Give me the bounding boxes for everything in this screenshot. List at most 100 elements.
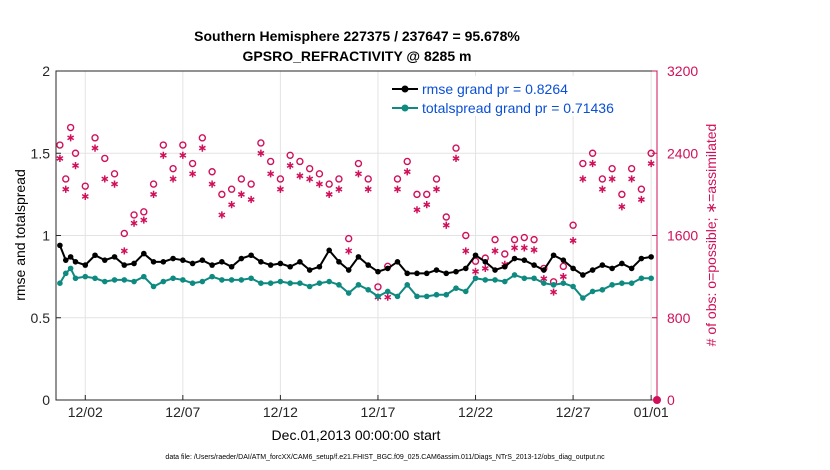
possible-obs-marker: [305, 164, 314, 173]
assimilated-obs-marker: [101, 175, 109, 183]
possible-obs-marker: [393, 175, 402, 183]
assimilated-obs-marker: [228, 201, 236, 209]
y-axis-right-label: # of obs: o=possible; ∗=assimilated: [703, 124, 719, 347]
rmse-point: [453, 268, 459, 275]
rmse-point: [62, 257, 69, 263]
possible-obs-marker: [325, 180, 333, 188]
totalspread-point: [433, 291, 440, 298]
totalspread-point: [228, 277, 235, 283]
rmse-point: [248, 252, 254, 259]
assimilated-obs-marker: [150, 190, 158, 198]
assimilated-obs-marker: [442, 221, 450, 229]
totalspread-point: [287, 280, 293, 287]
totalspread-point: [189, 280, 196, 287]
data-marks: [56, 123, 661, 404]
assimilated-obs-marker: [452, 154, 460, 162]
rmse-point: [209, 262, 215, 268]
assimilated-obs-marker: [608, 175, 616, 183]
assimilated-obs-marker: [589, 159, 597, 168]
totalspread-point: [209, 273, 215, 280]
rmse-point: [316, 263, 323, 270]
possible-obs-marker: [335, 175, 343, 183]
y-tick-label: 0: [42, 392, 50, 408]
y-axis-label: rmse and totalspread: [12, 169, 28, 301]
totalspread-point: [589, 288, 596, 295]
legend-rmse-label: rmse grand pr = 0.8264: [422, 81, 568, 97]
assimilated-obs-marker: [433, 185, 440, 193]
possible-obs-marker: [188, 159, 197, 168]
totalspread-point: [443, 291, 450, 298]
possible-obs-marker: [452, 144, 460, 152]
possible-obs-marker: [374, 283, 382, 291]
totalspread-point: [92, 275, 98, 282]
possible-obs-marker: [81, 182, 89, 190]
rmse-point: [57, 242, 63, 249]
y-axis-right-ticks: 0 800 1600 2400 3200: [652, 63, 698, 408]
totalspread-point: [521, 275, 528, 282]
rmse-point: [599, 262, 606, 268]
possible-obs-marker: [257, 139, 265, 147]
totalspread-point: [160, 278, 167, 285]
totalspread-point: [365, 286, 372, 293]
assimilated-obs-marker: [393, 185, 401, 193]
x-axis-label: Dec.01,2013 00:00:00 start: [272, 427, 441, 443]
possible-obs-marker: [579, 159, 587, 168]
x-tick-label: 01/01: [634, 404, 669, 420]
assimilated-obs-marker: [208, 180, 216, 188]
rmse-point: [541, 267, 547, 273]
totalspread-point: [336, 282, 342, 288]
possible-obs-marker: [149, 180, 158, 188]
assimilated-obs-marker: [198, 144, 206, 152]
assimilated-obs-marker: [306, 175, 314, 183]
rmse-point: [443, 270, 450, 277]
rmse-point: [628, 265, 635, 272]
assimilated-obs-marker: [286, 161, 294, 170]
rmse-point: [345, 267, 352, 273]
possible-obs-marker: [237, 175, 246, 183]
totalspread-point: [141, 273, 147, 280]
totalspread-point: [541, 280, 547, 287]
assimilated-obs-marker: [325, 190, 333, 198]
totalspread-point: [219, 277, 225, 283]
assimilated-obs-marker: [462, 247, 470, 255]
possible-obs-marker: [364, 175, 372, 183]
assimilated-obs-marker: [315, 180, 323, 188]
rmse-point: [550, 252, 557, 259]
totalspread-point: [609, 282, 615, 288]
assimilated-obs-marker: [491, 247, 499, 255]
possible-obs-marker: [491, 235, 499, 244]
rmse-point: [472, 252, 479, 259]
totalspread-point: [453, 285, 459, 291]
totalspread-point: [414, 293, 420, 300]
chart-title-line2: GPSRO_REFRACTIVITY @ 8285 m: [243, 48, 472, 64]
y-tick-label: 1.5: [31, 145, 51, 161]
rmse-point: [501, 263, 508, 270]
totalspread-point: [238, 277, 245, 283]
assimilated-obs-marker: [647, 159, 655, 168]
possible-obs-marker: [91, 134, 99, 142]
y-tick-label: 2: [42, 63, 50, 79]
assimilated-obs-marker: [403, 168, 411, 176]
totalspread-point: [180, 277, 186, 283]
assimilated-obs-marker: [413, 206, 421, 214]
assimilated-obs-marker: [335, 185, 343, 193]
rmse-point: [355, 254, 362, 260]
possible-obs-marker: [344, 234, 353, 243]
assimilated-obs-marker: [159, 151, 167, 159]
possible-obs-marker: [462, 231, 470, 240]
possible-obs-marker: [276, 175, 285, 183]
totalspread-point: [570, 283, 576, 290]
rmse-point: [101, 257, 108, 263]
rmse-point: [111, 254, 118, 260]
totalspread-point: [375, 293, 381, 300]
rmse-point: [72, 259, 79, 265]
possible-obs-marker: [413, 190, 421, 199]
rmse-point: [238, 255, 245, 262]
totalspread-point: [297, 280, 303, 287]
possible-obs-marker: [120, 229, 128, 238]
assimilated-obs-marker: [481, 264, 489, 272]
totalspread-point: [648, 275, 654, 282]
assimilated-obs-marker: [637, 195, 645, 204]
rmse-point: [336, 259, 342, 265]
assimilated-obs-marker: [559, 273, 567, 281]
